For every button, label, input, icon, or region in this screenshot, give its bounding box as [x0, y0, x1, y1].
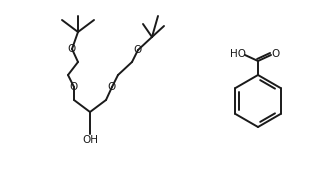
- Text: O: O: [134, 45, 142, 55]
- Text: OH: OH: [82, 135, 98, 145]
- Text: HO: HO: [230, 49, 246, 59]
- Text: O: O: [272, 49, 280, 59]
- Text: O: O: [108, 82, 116, 92]
- Text: O: O: [70, 82, 78, 92]
- Text: O: O: [68, 44, 76, 54]
